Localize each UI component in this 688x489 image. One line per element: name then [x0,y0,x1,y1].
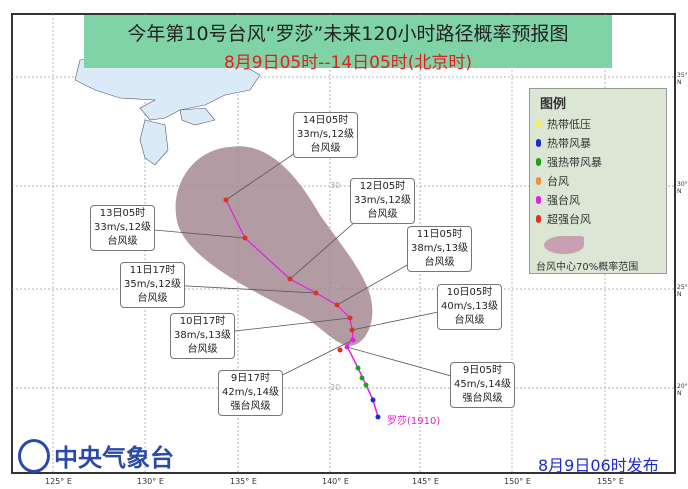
forecast-label: 10日05时 40m/s,13级 台风级 [437,284,502,330]
typhoon-symbol-icon [536,195,541,204]
lon-tick-label: 150° E [504,477,531,486]
logo-icon [18,438,50,473]
forecast-level: 强台风级 [230,401,271,412]
lon-tick-label: 140° E [322,477,349,486]
forecast-wind: 40m/s,13级 [441,301,498,312]
storm-name: 罗莎(1910) [387,416,441,427]
legend-heading: 图例 [540,97,567,112]
forecast-point [334,302,340,308]
past-point [375,414,381,420]
legend-label: 强热带风暴 [547,155,602,169]
forecast-level: 台风级 [107,236,138,247]
forecast-label: 14日05时 33m/s,12级 台风级 [293,112,358,158]
forecast-point [337,347,343,353]
forecast-point [349,327,355,333]
typhoon-symbol-icon [536,214,541,223]
typhoon-symbol-icon [536,119,541,128]
forecast-wind: 45m/s,14级 [454,379,511,390]
legend-label: 超强台风 [547,212,591,226]
grid-lat-label: 25 [330,284,341,293]
cone-label: 台风中心70%概率范围 [536,262,639,273]
lon-tick-label: 145° E [412,477,439,486]
lon-tick-label: 135° E [230,477,257,486]
forecast-time: 11日17时 [129,265,176,276]
japan-land [74,54,261,166]
forecast-level: 台风级 [187,344,218,355]
map-subtitle: 8月9日05时--14日05时(北京时) [223,53,473,73]
past-point [363,382,369,388]
lon-tick-label: 155° E [597,477,624,486]
legend-label: 强台风 [547,193,580,207]
forecast-wind: 38m/s,13级 [411,243,468,254]
legend-label: 热带低压 [547,117,591,131]
title-banner: 今年第10号台风“罗莎”未来120小时路径概率预报图 8月9日05时--14日0… [84,15,612,73]
forecast-level: 台风级 [137,293,168,304]
legend-item: 强台风 [536,190,666,209]
legend-item: 热带风暴 [536,133,666,152]
forecast-level: 台风级 [424,257,455,268]
forecast-time: 11日05时 [416,229,463,240]
agency-logo: 中央气象台 [18,438,174,473]
grid-lat-label: 30 [330,181,341,190]
agency-name: 中央气象台 [54,444,174,472]
forecast-time: 14日05时 [302,115,349,126]
forecast-time: 13日05时 [99,208,146,219]
forecast-level: 台风级 [367,209,398,220]
forecast-point [242,235,248,241]
forecast-time: 12日05时 [359,181,406,192]
forecast-wind: 35m/s,12级 [124,279,181,290]
forecast-level: 强台风级 [462,393,503,404]
forecast-time: 10日17时 [179,316,226,327]
lat-tick-label: 35° N [677,72,688,86]
forecast-wind: 33m/s,12级 [297,129,354,140]
lon-tick-label: 125° E [45,477,72,486]
typhoon-symbol-icon [536,176,541,185]
issue-time: 8月9日06时发布 [538,456,659,475]
forecast-time: 10日05时 [446,287,493,298]
typhoon-symbol-icon [536,138,541,147]
forecast-label: 11日05时 38m/s,13级 台风级 [407,226,472,272]
forecast-point [223,197,229,203]
lat-tick-label: 20° N [677,383,688,397]
forecast-wind: 42m/s,14级 [222,387,279,398]
map-title: 今年第10号台风“罗莎”未来120小时路径概率预报图 [127,23,569,45]
forecast-time: 9日05时 [462,365,503,376]
forecast-level: 台风级 [454,315,485,326]
legend-item: 台风 [536,171,666,190]
forecast-point [347,315,353,321]
forecast-wind: 33m/s,12级 [94,222,151,233]
typhoon-symbol-icon [536,157,541,166]
legend: 图例 热带低压热带风暴强热带风暴台风强台风超强台风 台风中心70%概率范围 [529,88,667,274]
legend-item: 强热带风暴 [536,152,666,171]
forecast-label: 13日05时 33m/s,12级 台风级 [90,205,155,251]
past-point [350,337,356,343]
past-point [344,344,350,350]
legend-item: 热带低压 [536,114,666,133]
grid-lat-label: 20 [330,383,341,392]
past-point [359,375,365,381]
forecast-point [287,276,293,282]
forecast-label: 9日17时 42m/s,14级 强台风级 [218,370,283,416]
forecast-label: 10日17时 38m/s,13级 台风级 [170,313,235,359]
forecast-time: 9日17时 [230,373,271,384]
lat-tick-label: 30° N [677,181,688,195]
forecast-label: 12日05时 33m/s,12级 台风级 [350,178,415,224]
forecast-label: 9日05时 45m/s,14级 强台风级 [450,362,515,408]
forecast-wind: 33m/s,12级 [354,195,411,206]
lon-tick-label: 130° E [137,477,164,486]
forecast-wind: 38m/s,13级 [174,330,231,341]
legend-label: 台风 [547,174,569,188]
forecast-label: 11日17时 35m/s,12级 台风级 [120,262,185,308]
legend-item: 超强台风 [536,209,666,228]
legend-label: 热带风暴 [547,136,591,150]
forecast-level: 台风级 [310,143,341,154]
cone-swatch-icon [544,236,584,254]
past-point [370,397,376,403]
past-point [355,365,361,371]
forecast-point [313,290,319,296]
probability-cone [175,146,373,346]
lat-tick-label: 25° N [677,284,688,298]
